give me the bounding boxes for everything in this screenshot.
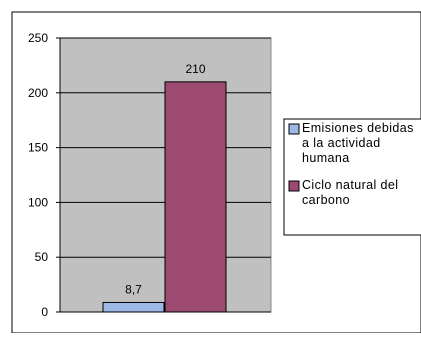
data-label-2: 210: [185, 62, 205, 76]
legend-label-1-line-3: humana: [302, 151, 350, 165]
legend-label-2-line-2: carbono: [302, 193, 350, 207]
y-tick-label-5: 250: [28, 31, 48, 45]
y-tick-label-3: 150: [28, 141, 48, 155]
data-label-1: 8,7: [125, 282, 142, 296]
data-labels: 8,7 210: [125, 62, 206, 297]
bar-2: [164, 81, 227, 313]
legend-swatch-1: [288, 123, 300, 135]
legend-swatch-2: [288, 180, 300, 192]
y-tick-label-0: 0: [41, 305, 48, 319]
legend-label-2-line-1: Ciclo natural del: [302, 178, 398, 192]
bars: [102, 81, 227, 313]
bar-1: [102, 301, 165, 313]
legend-label-1-line-2: a la actividad: [302, 136, 381, 150]
y-tick-label-1: 50: [35, 250, 49, 264]
y-tick-label-4: 200: [28, 86, 48, 100]
legend-label-1-line-1: Emisiones debidas: [302, 121, 414, 135]
y-tick-label-2: 100: [28, 195, 48, 209]
y-axis-ticks: 0 50 100 150 200 250: [28, 31, 60, 319]
legend-box: [283, 118, 421, 236]
